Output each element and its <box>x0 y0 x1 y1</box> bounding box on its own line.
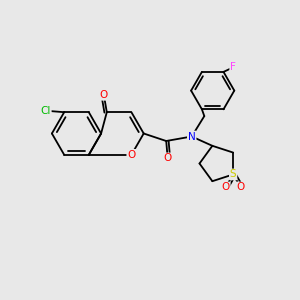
Text: O: O <box>127 150 136 160</box>
Text: Cl: Cl <box>40 106 51 116</box>
Text: O: O <box>236 182 245 192</box>
Text: F: F <box>230 62 236 72</box>
Text: S: S <box>230 169 236 179</box>
Text: O: O <box>164 153 172 164</box>
Text: O: O <box>221 182 230 192</box>
Text: O: O <box>100 90 108 100</box>
Text: N: N <box>188 131 196 142</box>
